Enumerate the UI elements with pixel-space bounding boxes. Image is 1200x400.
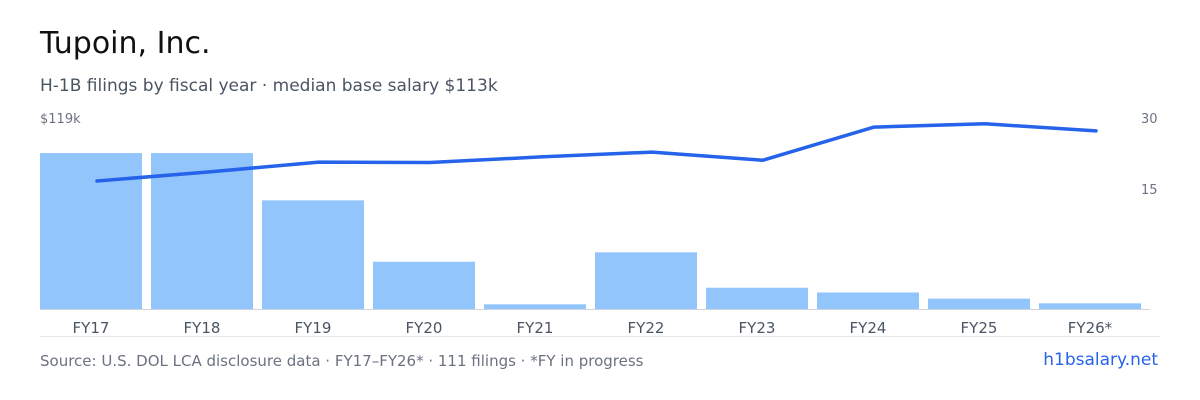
bar-fy20 xyxy=(373,261,475,309)
left-axis-top-label: $119k xyxy=(40,112,81,127)
x-tick-label: FY24 xyxy=(850,319,887,337)
bar-fy22 xyxy=(595,252,697,309)
bar-fy17 xyxy=(40,153,142,309)
x-tick-label: FY21 xyxy=(517,319,554,337)
right-axis-tick-30: 30 xyxy=(1141,112,1158,127)
chart-subtitle: H-1B filings by fiscal year · median bas… xyxy=(40,76,498,96)
x-tick-label: FY26* xyxy=(1068,319,1113,337)
median-salary-line xyxy=(95,122,1098,183)
source-note: Source: U.S. DOL LCA disclosure data · F… xyxy=(40,352,644,370)
chart-title: Tupoin, Inc. xyxy=(40,26,211,61)
bar-fy18 xyxy=(151,153,253,309)
x-tick-label: FY18 xyxy=(184,319,221,337)
site-link[interactable]: h1bsalary.net xyxy=(1043,350,1158,370)
x-tick-label: FY25 xyxy=(961,319,998,337)
bar-fy21 xyxy=(484,304,586,309)
x-tick-label: FY17 xyxy=(73,319,110,337)
right-axis-tick-15: 15 xyxy=(1141,183,1158,198)
bar-fy23 xyxy=(706,287,808,309)
bar-fy24 xyxy=(817,292,919,309)
bar-fy26-partial xyxy=(1039,303,1141,309)
x-tick-label: FY23 xyxy=(739,319,776,337)
x-tick-label: FY22 xyxy=(628,319,665,337)
bar-fy25 xyxy=(928,298,1030,309)
x-tick-label: FY20 xyxy=(406,319,443,337)
bar-fy19 xyxy=(262,200,364,309)
x-tick-label: FY19 xyxy=(295,319,332,337)
